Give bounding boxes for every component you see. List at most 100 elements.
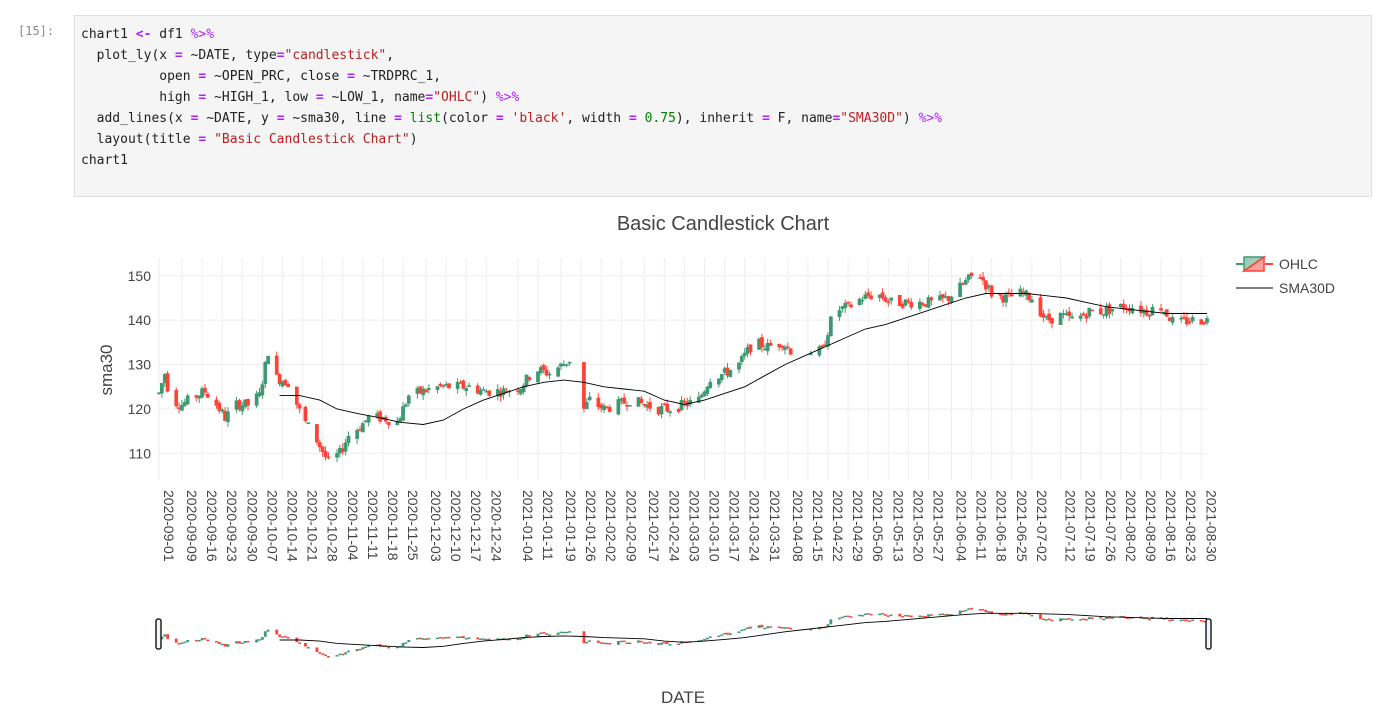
- slider-candle: [298, 642, 302, 644]
- slider-candle: [964, 609, 968, 612]
- slider-candle: [809, 628, 813, 631]
- x-tick-label: 2021-08-09: [1143, 490, 1159, 562]
- candle-body: [628, 405, 632, 407]
- slider-candle: [660, 642, 663, 645]
- x-tick-label: 2020-12-10: [448, 490, 464, 562]
- slider-candle: [444, 636, 448, 639]
- x-tick-label: 2020-09-30: [244, 490, 260, 562]
- slider-candle: [884, 614, 887, 616]
- slider-candle: [886, 615, 890, 617]
- x-tick-label: 2021-01-04: [520, 490, 536, 562]
- slider-candle: [401, 642, 405, 647]
- candle-body: [926, 297, 931, 308]
- code-token: =: [315, 90, 324, 105]
- candle-body: [303, 406, 308, 422]
- code-token: ,: [386, 48, 395, 63]
- slider-candle: [958, 610, 962, 615]
- slider-candle: [938, 613, 942, 616]
- slider-candle: [1030, 614, 1034, 617]
- range-slider-right-handle[interactable]: [1205, 618, 1212, 650]
- candle-body: [217, 402, 222, 412]
- slider-candle: [1090, 617, 1094, 620]
- candle-body: [1070, 316, 1074, 319]
- candle-body: [648, 402, 652, 409]
- slider-candle: [622, 640, 626, 643]
- candle-body: [829, 316, 833, 336]
- legend-label-ohlc: OHLC: [1279, 256, 1318, 272]
- slider-candle: [160, 636, 164, 640]
- code-token: =: [762, 111, 770, 126]
- slider-candle: [484, 638, 488, 641]
- candle-body: [424, 389, 428, 393]
- slider-candle: [235, 641, 238, 644]
- slider-candle: [1004, 613, 1008, 616]
- sma30d-line: [279, 293, 1207, 425]
- x-tick-label: 2021-04-29: [850, 490, 866, 562]
- slider-candle: [783, 627, 787, 629]
- x-tick-label: 2021-07-19: [1083, 490, 1099, 562]
- candle-body: [475, 385, 480, 394]
- candle-body: [438, 383, 443, 386]
- slider-candle: [984, 609, 988, 613]
- legend-item-ohlc[interactable]: OHLC: [1236, 255, 1318, 273]
- slider-candle: [616, 640, 620, 645]
- slider-candle: [545, 633, 549, 635]
- x-tick-label: 2021-08-30: [1203, 490, 1219, 562]
- candle-body: [949, 296, 954, 303]
- candle-body: [702, 391, 707, 397]
- slider-candle: [1128, 617, 1131, 619]
- candle-body: [765, 342, 770, 352]
- slider-candle: [889, 614, 893, 616]
- code-token: chart1: [81, 153, 128, 168]
- slider-candle: [846, 615, 850, 618]
- candle-body: [283, 379, 288, 386]
- slider-candle: [283, 635, 287, 638]
- slider-candle: [496, 638, 500, 641]
- candle-body: [1159, 308, 1163, 311]
- x-tick-label: 2020-12-24: [488, 490, 504, 562]
- slider-candle: [338, 653, 342, 656]
- slider-candle: [562, 631, 566, 634]
- slider-candle: [226, 644, 230, 647]
- slider-candle: [418, 637, 422, 640]
- candle-body: [768, 343, 773, 346]
- candle-body: [205, 393, 210, 398]
- x-tick-label: 2021-05-06: [870, 490, 886, 562]
- candle-body: [237, 400, 242, 410]
- candle-body: [607, 407, 612, 412]
- candle-body: [297, 404, 302, 409]
- x-tick-label: 2021-06-18: [994, 490, 1010, 562]
- code-token: =: [276, 48, 285, 63]
- candle-body: [1078, 315, 1083, 319]
- candle-body: [1170, 317, 1175, 323]
- candle-body: [165, 373, 170, 392]
- candle-body: [346, 435, 351, 443]
- x-tick-label: 2020-09-09: [184, 490, 200, 562]
- slider-candle: [599, 642, 603, 644]
- candle-body: [335, 453, 339, 458]
- slider-candle: [243, 641, 247, 643]
- candle-body: [940, 294, 945, 299]
- slider-candle: [1168, 619, 1172, 622]
- code-token: %>%: [495, 90, 520, 105]
- x-tick-label: 2020-09-01: [161, 490, 177, 562]
- slider-candle: [619, 640, 623, 643]
- code-cell[interactable]: chart1 <- df1 %>% plot_ly(x = ~DATE, typ…: [74, 15, 1372, 197]
- candle-body: [699, 394, 704, 398]
- candle-body: [883, 297, 888, 302]
- candle-body: [966, 274, 971, 280]
- slider-candle: [1070, 619, 1074, 621]
- slider-candle: [1191, 619, 1195, 622]
- range-slider-left-handle[interactable]: [155, 618, 162, 650]
- candle-body: [1187, 321, 1192, 323]
- legend-item-sma30d[interactable]: SMA30D: [1236, 280, 1335, 296]
- candle-body: [1009, 294, 1014, 297]
- candle-body: [404, 404, 408, 407]
- code-editor[interactable]: chart1 <- df1 %>% plot_ly(x = ~DATE, typ…: [75, 16, 1371, 179]
- candle-body: [682, 400, 687, 403]
- candle-body: [1084, 315, 1089, 319]
- slider-candle: [869, 613, 873, 616]
- candle-body: [1164, 309, 1169, 317]
- slider-candle: [881, 613, 884, 615]
